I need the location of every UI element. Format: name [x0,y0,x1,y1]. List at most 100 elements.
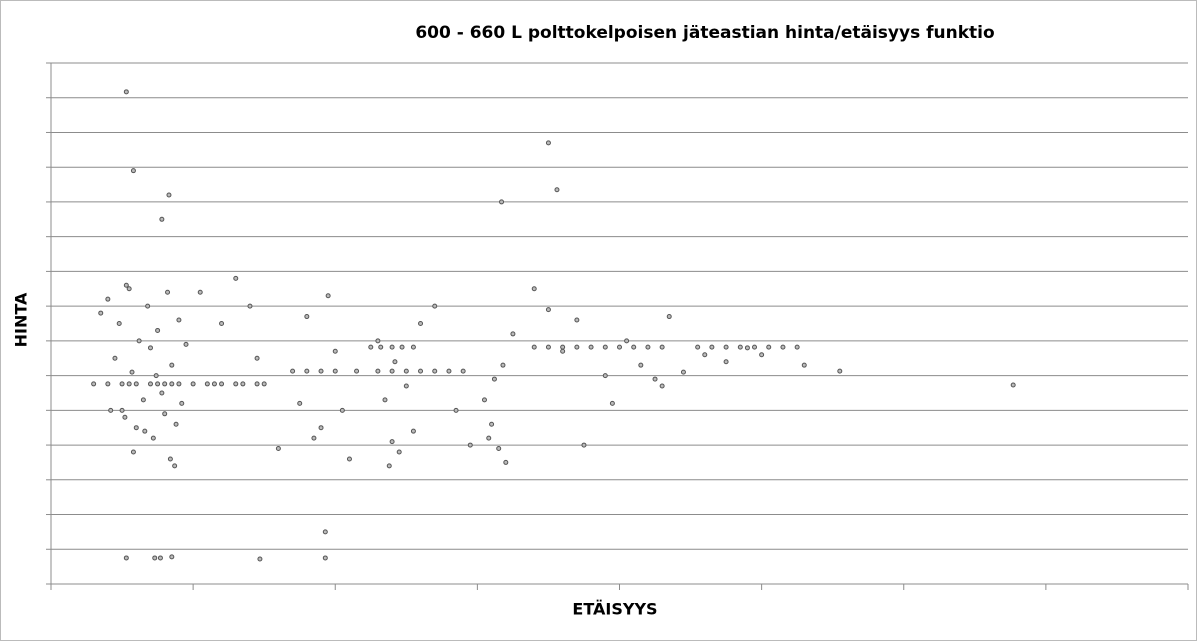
scatter-point [801,362,807,368]
scatter-point [304,314,310,320]
scatter-point [652,376,658,382]
scatter-point [176,381,182,387]
scatter-point [162,411,168,417]
scatter-point [155,381,161,387]
scatter-point [123,282,129,288]
scatter-point [133,425,139,431]
scatter-point [165,289,171,295]
scatter-point [554,187,560,193]
scatter-point [173,421,179,427]
scatter-point [130,449,136,455]
scatter-point [311,435,317,441]
scatter-point [386,463,392,469]
scatter-point [159,216,165,222]
scatter-point [602,344,608,350]
scatter-point [659,383,665,389]
scatter-point [346,456,352,462]
scatter-point [410,428,416,434]
scatter-point [545,140,551,146]
scatter-point [119,407,125,413]
scatter-point [339,407,345,413]
scatter-point [240,381,246,387]
scatter-point [609,400,615,406]
scatter-point [129,369,135,375]
scatter-point [378,344,384,350]
scatter-point [500,362,506,368]
scatter-point [254,381,260,387]
scatter-point [233,275,239,281]
scatter-point [510,331,516,337]
scatter-point [491,376,497,382]
scatter-point [145,303,151,309]
scatter-point [91,381,97,387]
scatter-point [147,381,153,387]
scatter-point [354,368,360,374]
scatter-point [545,307,551,313]
scatter-point [116,321,122,326]
scatter-point [382,397,388,403]
scatter-point [197,289,203,295]
scatter-point [126,286,132,292]
scatter-point [695,344,701,350]
scatter-point [155,327,161,333]
scatter-point [257,556,263,562]
scatter-point [119,381,125,387]
scatter-point [499,199,505,205]
scatter-point [666,314,672,320]
scatter-point [481,397,487,403]
scatter-point [574,317,580,323]
scatter-point [211,381,217,387]
scatter-point [389,439,395,445]
scatter-point [247,303,253,309]
scatter-point [645,344,651,350]
scatter-point [432,303,438,309]
scatter-point [496,446,502,452]
scatter-point [322,529,328,535]
scatter-point [486,435,492,441]
scatter-point [560,348,566,354]
scatter-point [453,407,459,413]
scatter-point [403,368,409,374]
scatter-point [702,352,708,358]
scatter-point [147,345,153,351]
scatter-point [190,381,196,387]
scatter-point [709,344,715,350]
scatter-point [467,442,473,448]
scatter-point [150,435,156,441]
chart-title: 600 - 660 L polttokelpoisen jäteastian h… [415,23,994,43]
scatter-point [368,344,374,350]
scatter-point [133,381,139,387]
scatter-point [204,381,210,387]
scatter-point [624,338,630,344]
scatter-point [332,368,338,374]
scatter-point [152,555,158,561]
scatter-point [759,352,765,358]
scatter-point [136,338,142,344]
scatter-point [169,381,175,387]
scatter-point [602,373,608,379]
scatter-point [837,368,843,374]
scatter-point [418,368,424,374]
scatter-point [744,345,750,351]
scatter-point [219,381,225,387]
scatter-point [123,89,129,95]
scatter-point [169,554,175,560]
y-axis-label: HINTA [12,292,31,347]
scatter-point [375,368,381,374]
scatter-point [304,368,310,374]
scatter-point [1010,382,1016,388]
scatter-point [183,341,189,347]
scatter-point [219,321,225,326]
scatter-point [574,344,580,350]
scatter-point [275,446,281,452]
scatter-point [332,348,338,354]
scatter-point [112,355,118,361]
scatter-point [631,344,637,350]
scatter-point [389,368,395,374]
scatter-point [233,381,239,387]
scatter-point [172,463,178,469]
scatter-point [297,400,303,406]
scatter-point [581,442,587,448]
